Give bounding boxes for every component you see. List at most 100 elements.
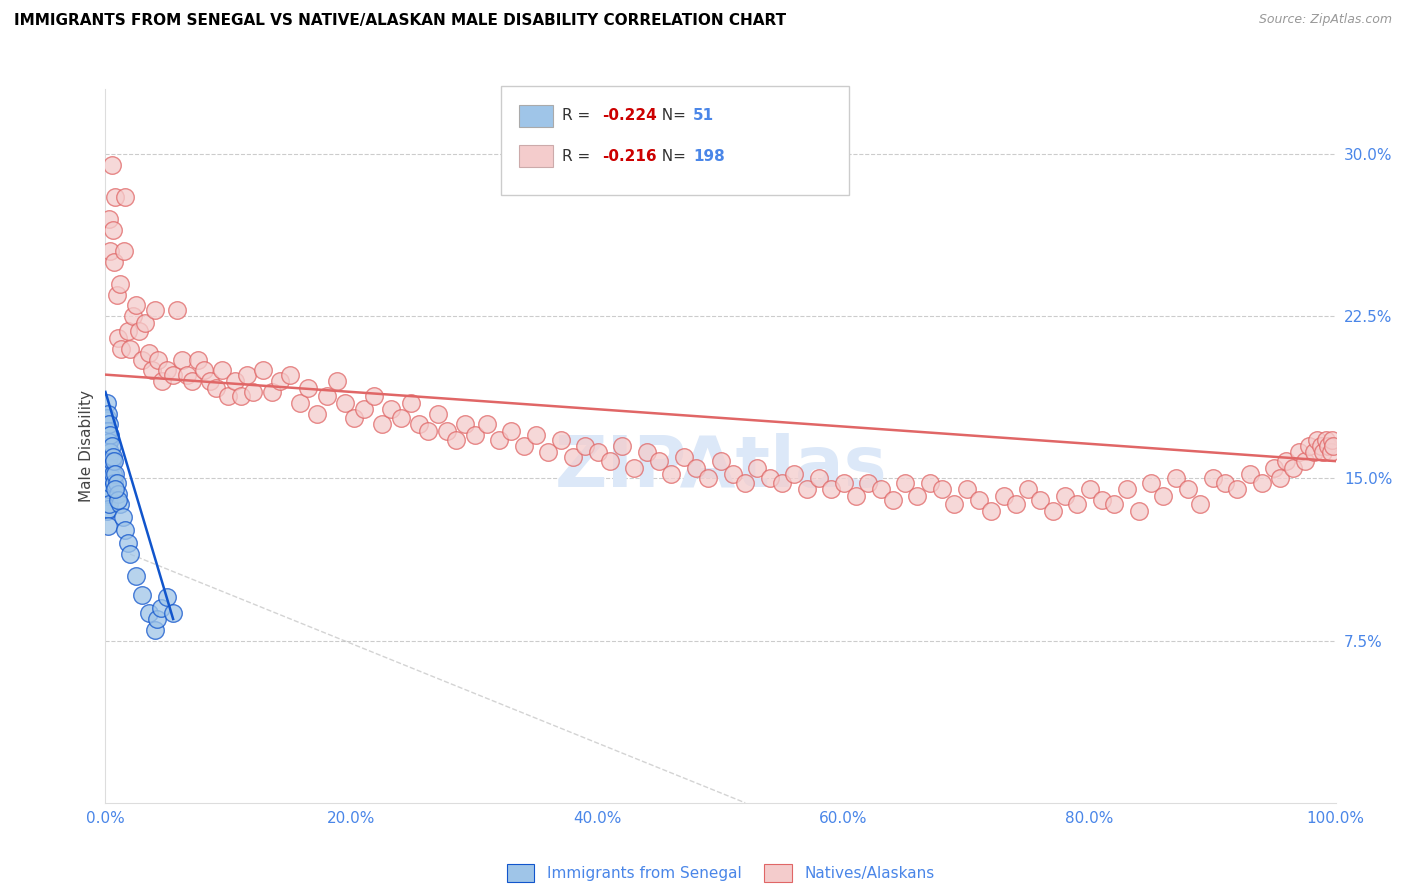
Point bbox=[537, 445, 560, 459]
Point bbox=[134, 316, 156, 330]
Point bbox=[162, 368, 184, 382]
Point bbox=[97, 439, 120, 453]
Point bbox=[636, 445, 658, 459]
Point bbox=[444, 433, 467, 447]
Point bbox=[187, 352, 209, 367]
Point bbox=[1319, 445, 1341, 459]
Point bbox=[98, 475, 122, 490]
Point bbox=[236, 368, 259, 382]
Point bbox=[389, 410, 412, 425]
Point bbox=[1029, 493, 1052, 508]
Point bbox=[770, 475, 793, 490]
Point bbox=[98, 211, 121, 226]
Point bbox=[211, 363, 233, 377]
Point bbox=[138, 346, 160, 360]
Text: 198: 198 bbox=[693, 149, 725, 163]
Point bbox=[98, 428, 122, 442]
Point bbox=[101, 467, 124, 482]
Point bbox=[96, 489, 118, 503]
Point bbox=[97, 471, 120, 485]
Point bbox=[297, 381, 319, 395]
Point bbox=[501, 424, 523, 438]
Point bbox=[574, 439, 596, 453]
Point bbox=[1177, 482, 1199, 496]
Point bbox=[1004, 497, 1026, 511]
Point bbox=[98, 434, 121, 449]
Point bbox=[426, 407, 449, 421]
Point bbox=[1320, 433, 1343, 447]
Point bbox=[104, 482, 127, 496]
Point bbox=[105, 475, 128, 490]
Point bbox=[180, 374, 202, 388]
Point bbox=[1312, 445, 1334, 459]
Point bbox=[104, 190, 127, 204]
Point bbox=[96, 428, 118, 442]
Point bbox=[156, 591, 179, 605]
Text: R =: R = bbox=[562, 149, 596, 163]
Point bbox=[1226, 482, 1249, 496]
Point bbox=[205, 381, 228, 395]
Point bbox=[98, 460, 122, 475]
Point bbox=[783, 467, 806, 482]
Point bbox=[110, 497, 132, 511]
Point bbox=[193, 363, 215, 377]
Point bbox=[110, 342, 132, 356]
Point bbox=[488, 433, 510, 447]
Point bbox=[100, 454, 122, 468]
Point bbox=[1140, 475, 1163, 490]
Point bbox=[1317, 439, 1340, 453]
Text: 51: 51 bbox=[693, 109, 714, 123]
Point bbox=[967, 493, 990, 508]
Point bbox=[672, 450, 695, 464]
Point bbox=[562, 450, 585, 464]
Point bbox=[1042, 504, 1064, 518]
Point bbox=[661, 467, 683, 482]
Point bbox=[980, 504, 1002, 518]
Point bbox=[399, 396, 422, 410]
Point bbox=[97, 424, 120, 438]
Point bbox=[464, 428, 486, 442]
Point bbox=[1281, 460, 1303, 475]
Point bbox=[96, 504, 118, 518]
Point bbox=[1091, 493, 1114, 508]
Point bbox=[1302, 445, 1324, 459]
Point bbox=[98, 445, 122, 459]
Point bbox=[1054, 489, 1077, 503]
Point bbox=[107, 331, 129, 345]
Point bbox=[98, 417, 121, 432]
Point bbox=[111, 510, 134, 524]
Point bbox=[97, 454, 120, 468]
Point bbox=[315, 389, 337, 403]
Point bbox=[97, 501, 120, 516]
Point bbox=[198, 374, 221, 388]
Point bbox=[107, 486, 129, 500]
Point bbox=[98, 465, 121, 479]
Point bbox=[96, 396, 118, 410]
Point bbox=[599, 454, 621, 468]
Point bbox=[103, 454, 125, 468]
Point bbox=[260, 384, 283, 399]
Point bbox=[648, 454, 671, 468]
Point bbox=[363, 389, 385, 403]
Text: N=: N= bbox=[652, 109, 692, 123]
Point bbox=[353, 402, 375, 417]
Point bbox=[1066, 497, 1088, 511]
Text: -0.224: -0.224 bbox=[602, 109, 657, 123]
Point bbox=[993, 489, 1015, 503]
Point bbox=[524, 428, 547, 442]
Point bbox=[416, 424, 439, 438]
Point bbox=[475, 417, 498, 432]
Point bbox=[107, 493, 129, 508]
Point bbox=[146, 612, 169, 626]
Point bbox=[150, 374, 173, 388]
Point bbox=[97, 407, 120, 421]
Point bbox=[734, 475, 756, 490]
Point bbox=[796, 482, 818, 496]
Point bbox=[120, 547, 141, 561]
Point bbox=[931, 482, 953, 496]
Point bbox=[96, 443, 118, 458]
Point bbox=[170, 352, 193, 367]
Point bbox=[907, 489, 929, 503]
Point bbox=[1017, 482, 1039, 496]
Point bbox=[943, 497, 966, 511]
